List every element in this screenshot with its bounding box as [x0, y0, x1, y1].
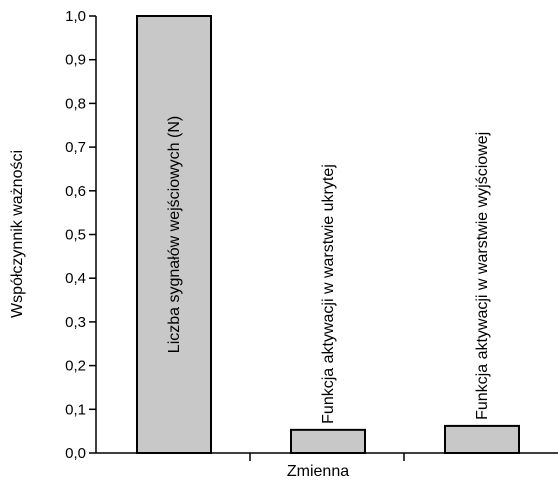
- y-tick-label: 0,1: [65, 401, 86, 418]
- y-tick-label: 0,7: [65, 139, 86, 156]
- y-tick-label: 1,0: [65, 8, 86, 25]
- y-tick-label: 0,6: [65, 183, 86, 200]
- y-axis-title: Współczynnik ważności: [9, 150, 26, 318]
- y-tick-label: 0,9: [65, 52, 86, 69]
- bar: [290, 428, 366, 454]
- y-tick-label: 0,2: [65, 358, 86, 375]
- bars: [136, 15, 520, 455]
- bar: [444, 424, 520, 455]
- bar: [136, 15, 212, 454]
- bar-category-label: Liczba sygnałów wejściowych (N): [166, 116, 183, 353]
- y-tick-label: 0,0: [65, 445, 86, 462]
- x-ticks: [249, 453, 405, 461]
- bar-category-label: Funkcja aktywacji w warstwie wyjściowej: [474, 132, 491, 420]
- y-tick-label: 0,3: [65, 314, 86, 331]
- y-tick-label: 0,4: [65, 270, 86, 287]
- y-ticks: 0,0 0,1 0,2 0,3 0,4 0,5 0,6 0,7 0,8 0,9 1,0: [65, 8, 96, 462]
- y-axis: 0,0 0,1 0,2 0,3 0,4 0,5 0,6 0,7 0,8 0,9 1,0: [65, 8, 97, 462]
- y-tick-label: 0,5: [65, 227, 86, 244]
- bar-category-label: Funkcja aktywacji w warstwie ukrytej: [320, 164, 337, 424]
- x-axis-title: Zmienna: [287, 463, 349, 480]
- y-tick-label: 0,8: [65, 95, 86, 112]
- x-axis: [96, 452, 558, 461]
- bar-labels: Liczba sygnałów wejściowych (N) Funkcja a…: [166, 116, 491, 424]
